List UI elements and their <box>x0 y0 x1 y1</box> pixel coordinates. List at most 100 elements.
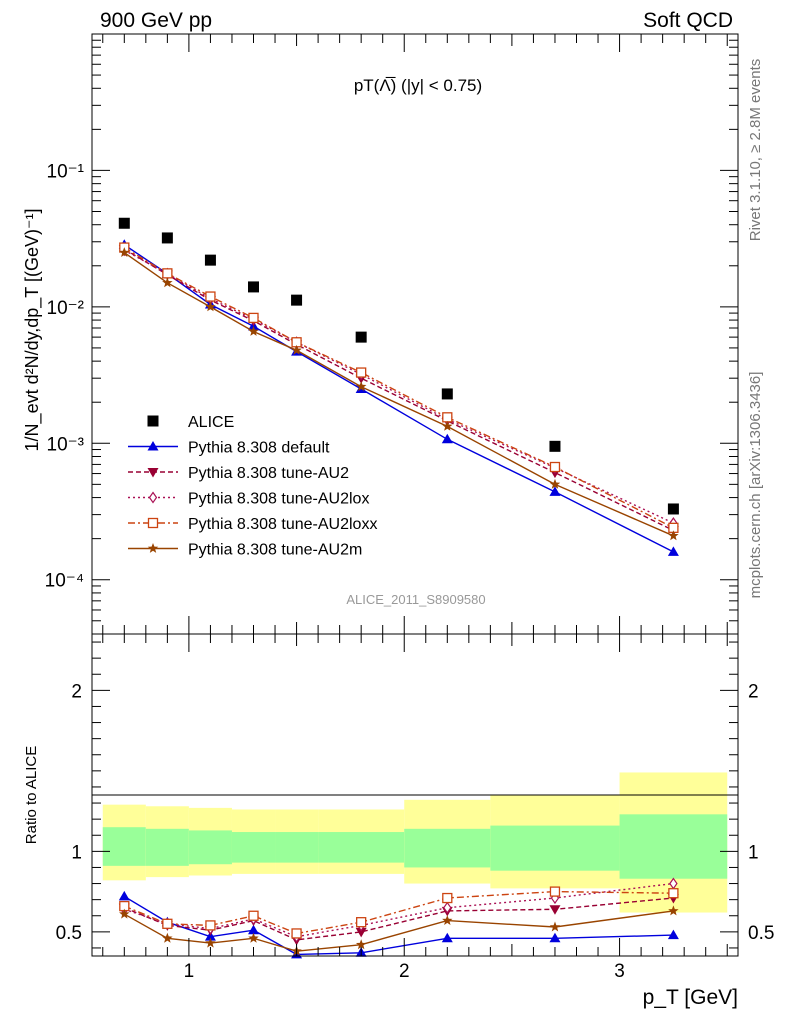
ratio-point-au2loxx <box>668 888 679 899</box>
ratio-y-ticks: 0.5 0.5 1 1 2 2 <box>56 641 774 949</box>
ratio-point-default <box>667 929 679 940</box>
main-point-data <box>118 217 130 229</box>
main-point-default <box>667 546 679 556</box>
ratio-point-au2loxx <box>442 892 453 904</box>
main-y-label: 1/N_evt d²N/dy,dp_T [(GeV)⁻¹] <box>22 209 43 452</box>
main-y-tick-label: 10⁻⁴ <box>45 571 84 592</box>
main-point-au2m <box>442 420 453 431</box>
ratio-point-au2m <box>119 908 130 919</box>
legend-label: Pythia 8.308 tune-AU2m <box>188 542 362 559</box>
main-series-au2m <box>119 247 679 541</box>
main-line-au2loxx <box>123 246 674 529</box>
legend-label: ALICE <box>188 414 234 431</box>
band-stat <box>102 827 146 866</box>
main-point-au2loxx <box>162 268 173 279</box>
ratio-point-au2 <box>549 905 561 915</box>
main-point-au2loxx <box>549 461 561 473</box>
legend-item-au2lox: Pythia 8.308 tune-AU2lox <box>128 491 369 508</box>
ratio-point-au2m <box>668 905 679 916</box>
main-point-au2loxx <box>248 312 259 324</box>
main-y-tick-label: 10⁻² <box>47 298 85 319</box>
main-point-data <box>161 232 173 244</box>
ratio-y-tick-label-right: 1 <box>748 842 759 863</box>
ratio-frame <box>91 633 739 957</box>
main-series-data <box>118 217 679 515</box>
ratio-point-default <box>118 890 130 901</box>
main-point-au2m <box>205 301 216 312</box>
ratio-line-au2m <box>123 910 674 952</box>
ratio-series-au2loxx <box>119 886 679 939</box>
ratio-point-au2loxx <box>248 910 259 921</box>
main-point-data <box>441 388 453 400</box>
main-point-au2m <box>162 277 173 288</box>
band-stat <box>231 832 276 863</box>
main-point-default <box>549 486 561 496</box>
ratio-y-tick-label-right: 0.5 <box>748 923 774 944</box>
legend-marker-au2m <box>147 543 159 553</box>
main-panel: pT(Λ̅) (|y| < 0.75) ALICE_2011_S8909580 … <box>22 33 739 635</box>
legend-item-default: Pythia 8.308 default <box>128 440 330 457</box>
ratio-point-au2m <box>248 932 259 943</box>
legend-label: Pythia 8.308 tune-AU2 <box>188 465 349 482</box>
main-point-data <box>549 440 561 452</box>
ratio-y-tick-label-left: 0.5 <box>56 923 82 944</box>
ratio-x-tick-label: 2 <box>399 961 410 982</box>
ratio-point-au2loxx <box>162 918 173 929</box>
ratio-y-label: Ratio to ALICE <box>23 746 40 844</box>
analysis-id: ALICE_2011_S8909580 <box>346 592 485 607</box>
ratio-y-tick-label-left: 2 <box>71 681 82 702</box>
band-stat <box>404 828 491 868</box>
ratio-series-default <box>118 890 679 959</box>
main-point-au2m <box>549 478 561 489</box>
ratio-point-au2loxx <box>549 886 561 897</box>
main-point-data <box>248 281 259 293</box>
band-stat <box>318 832 405 863</box>
band-stat <box>619 814 728 879</box>
ratio-point-au2 <box>355 927 367 938</box>
ratio-point-default <box>248 924 259 935</box>
ratio-panel: 0.5 0.5 1 1 2 2 1 2 3 Ratio to ALICE p_T [GeV] <box>23 633 774 1009</box>
legend-marker-default <box>147 441 159 451</box>
plot-title: pT(Λ̅) (|y| < 0.75) <box>354 76 482 95</box>
main-x-ticks <box>102 34 728 634</box>
legend-label: Pythia 8.308 tune-AU2loxx <box>188 516 377 533</box>
ratio-point-default <box>549 932 561 943</box>
band-stat <box>275 832 319 863</box>
ratio-point-au2loxx <box>205 920 216 931</box>
ratio-series <box>118 877 679 959</box>
ratio-point-au2m <box>442 915 453 925</box>
main-y-ticks: 10⁻⁴ 10⁻³ 10⁻² 10⁻¹ <box>45 33 738 635</box>
band-stat <box>188 830 232 865</box>
ratio-bands <box>102 772 728 913</box>
ratio-point-au2m <box>162 932 173 943</box>
main-series-au2loxx <box>119 242 679 533</box>
mcplots-label: mcplots.cern.ch [arXiv:1306.3436] <box>747 372 764 599</box>
legend-label: Pythia 8.308 tune-AU2lox <box>188 491 369 508</box>
main-point-au2m <box>291 344 302 355</box>
ratio-x-ticks: 1 2 3 <box>102 634 728 982</box>
legend-marker-au2 <box>147 468 159 478</box>
ratio-line-au2lox <box>124 882 674 938</box>
rivet-label: Rivet 3.1.10, ≥ 2.8M events <box>747 59 764 242</box>
band-stat <box>490 825 620 871</box>
main-point-default <box>441 433 453 444</box>
main-y-tick-label: 10⁻¹ <box>47 161 85 182</box>
main-point-data <box>355 331 367 343</box>
main-point-data <box>291 294 303 306</box>
ratio-point-au2loxx <box>291 928 302 939</box>
main-series <box>118 217 679 556</box>
legend-item-au2m: Pythia 8.308 tune-AU2m <box>128 542 362 559</box>
legend: ALICE Pythia 8.308 default Pythia 8.308 tu… <box>128 414 377 559</box>
main-point-au2m <box>355 381 367 392</box>
ratio-y-tick-label-right: 2 <box>748 681 759 702</box>
main-point-au2loxx <box>205 291 216 302</box>
main-point-au2m <box>668 530 679 541</box>
ratio-y-tick-label-left: 1 <box>71 842 82 863</box>
legend-item-au2loxx: Pythia 8.308 tune-AU2loxx <box>128 516 377 533</box>
ratio-x-tick-label: 1 <box>184 961 195 982</box>
main-point-data <box>667 503 679 515</box>
header-left: 900 GeV pp <box>100 9 212 32</box>
legend-marker-au2lox <box>148 491 158 504</box>
header-right: Soft QCD <box>643 9 733 32</box>
